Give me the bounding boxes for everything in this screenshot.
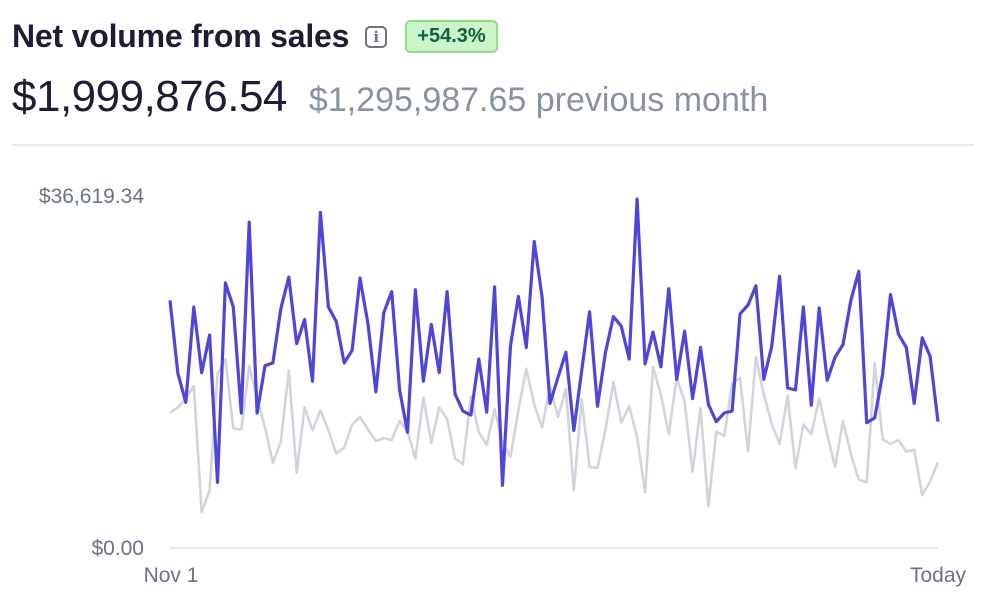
series-group bbox=[168, 197, 940, 514]
y-tick-min: $0.00 bbox=[91, 537, 144, 560]
line-chart: $36,619.34 $0.00 Nov 1 Today bbox=[39, 185, 967, 587]
divider bbox=[12, 144, 974, 146]
current-total: $1,999,876.54 bbox=[12, 72, 287, 121]
chart-header: Net volume from sales i +54.3% bbox=[12, 18, 498, 55]
series-line-previous bbox=[169, 355, 940, 514]
x-tick-start: Nov 1 bbox=[144, 564, 199, 587]
chart-title: Net volume from sales bbox=[12, 18, 350, 54]
series-line-current bbox=[168, 197, 940, 487]
change-badge: +54.3% bbox=[405, 20, 498, 53]
info-icon[interactable]: i bbox=[365, 25, 388, 48]
previous-total: $1,295,987.65 previous month bbox=[308, 81, 769, 119]
y-tick-max: $36,619.34 bbox=[39, 185, 144, 208]
x-tick-end: Today bbox=[910, 564, 967, 587]
summary-values: $1,999,876.54 $1,295,987.65 previous mon… bbox=[12, 72, 768, 122]
